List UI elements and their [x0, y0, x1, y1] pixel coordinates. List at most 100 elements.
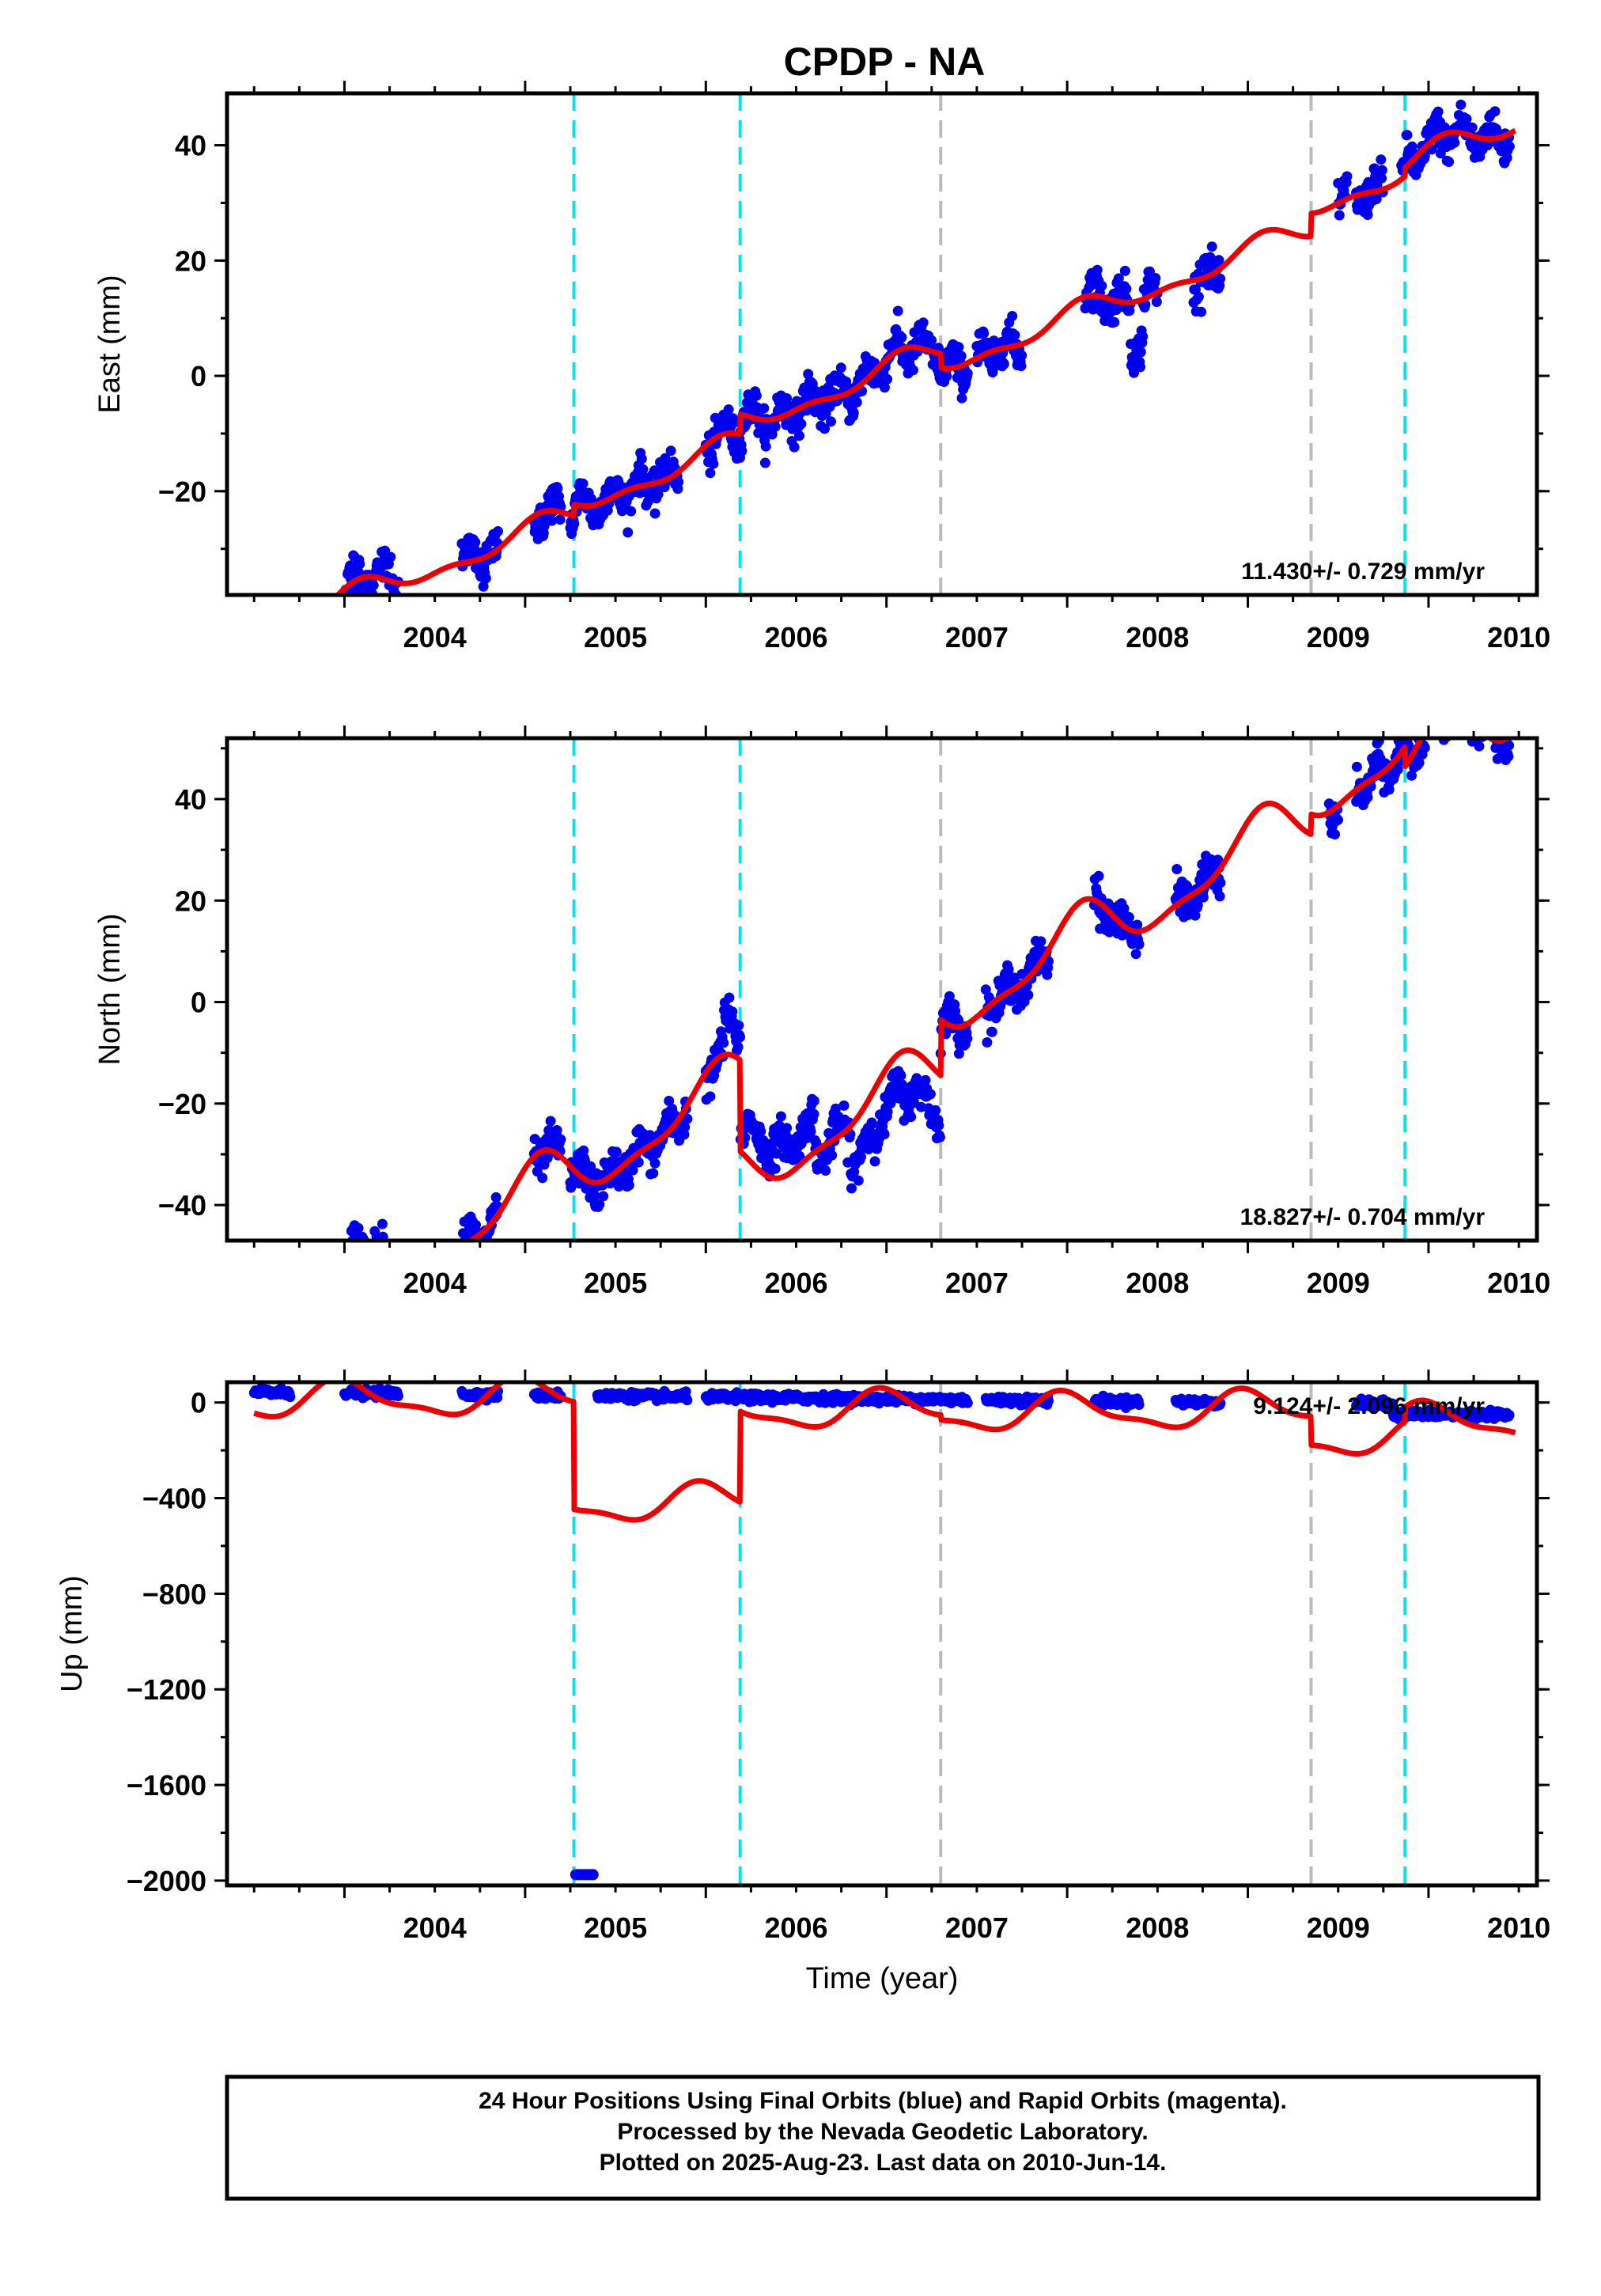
east-point: [291, 605, 301, 616]
up-point: [1504, 1410, 1515, 1420]
north-point: [271, 1326, 282, 1336]
north-point: [360, 1252, 370, 1262]
north-point: [1442, 716, 1452, 726]
east-point: [729, 418, 739, 428]
north-point: [1441, 711, 1451, 722]
east-point: [1467, 122, 1478, 133]
east-point: [259, 649, 270, 659]
north-point: [1465, 710, 1475, 720]
east-point: [1371, 194, 1382, 205]
north-point: [343, 1252, 354, 1263]
north-point: [664, 1096, 675, 1106]
up-y-tick-label: −2000: [127, 1865, 206, 1897]
north-point: [1433, 712, 1444, 722]
north-point: [360, 1257, 370, 1267]
east-point: [290, 604, 301, 615]
north-point: [1192, 900, 1203, 911]
footer-line-1: 24 Hour Positions Using Final Orbits (bl…: [479, 2088, 1287, 2114]
north-point: [253, 1356, 263, 1366]
north-point: [1448, 706, 1459, 716]
north-point: [1489, 726, 1500, 736]
up-y-tick-label: −1200: [127, 1673, 206, 1706]
north-point: [380, 1256, 391, 1266]
up-y-axis: −2000 −1600 −1200 −800 −400 0: [127, 1387, 1550, 1897]
east-point: [789, 441, 800, 453]
north-point: [1440, 717, 1450, 727]
footer-line-2: Processed by the Nevada Geodetic Laborat…: [617, 2119, 1148, 2145]
north-point: [250, 1366, 260, 1377]
north-point: [282, 1344, 292, 1354]
north-point: [1123, 911, 1134, 923]
east-point: [626, 506, 637, 517]
north-point: [364, 1252, 374, 1263]
north-point: [275, 1345, 286, 1355]
east-point: [1455, 99, 1467, 110]
north-point: [1461, 696, 1471, 707]
east-point: [271, 627, 282, 638]
north-point: [392, 1276, 403, 1286]
north-point: [933, 1120, 944, 1131]
north-point: [387, 1252, 397, 1262]
up-data-points: [248, 1382, 1515, 1881]
north-point: [930, 1104, 941, 1116]
east-point: [480, 573, 491, 584]
east-point: [273, 650, 283, 660]
north-point: [1440, 709, 1451, 719]
north-y-axis: −40 −20 0 20 40: [158, 747, 1550, 1222]
north-point: [1450, 707, 1460, 717]
east-point: [569, 518, 580, 529]
east-point: [1504, 141, 1515, 152]
north-point: [363, 1255, 373, 1265]
north-point: [649, 1157, 660, 1169]
north-point: [355, 1246, 365, 1256]
north-point: [555, 1134, 566, 1145]
east-point: [1119, 265, 1130, 276]
north-point: [361, 1252, 371, 1263]
north-panel: 2004 2005 2006 2007 2008 2009 2010 −40 −20 0 20 40 N…: [93, 690, 1550, 1377]
north-point: [1426, 706, 1436, 716]
east-point: [285, 639, 295, 650]
east-point: [882, 373, 893, 385]
north-point: [1463, 722, 1474, 733]
east-point: [1135, 362, 1145, 373]
north-point: [537, 1173, 548, 1184]
east-point: [270, 627, 280, 638]
north-point: [863, 1144, 874, 1154]
north-point: [365, 1265, 376, 1275]
north-point: [1457, 690, 1467, 700]
north-point: [388, 1276, 398, 1286]
north-point: [265, 1333, 275, 1343]
east-x-axis: 2004 2005 2006 2007 2008 2009 2010: [252, 81, 1550, 654]
north-point: [1464, 714, 1474, 724]
east-point: [649, 508, 660, 519]
north-point: [1484, 727, 1494, 737]
east-point: [281, 638, 291, 649]
north-point: [457, 1249, 467, 1260]
north-y-tick-label: 0: [191, 987, 206, 1019]
north-point: [385, 1247, 396, 1257]
north-point: [1455, 693, 1465, 703]
east-point: [1376, 172, 1387, 184]
east-point: [271, 638, 281, 648]
east-point: [851, 396, 862, 407]
north-y-axis-label: North (mm): [93, 913, 127, 1065]
east-point: [1135, 347, 1146, 358]
north-point: [278, 1343, 288, 1354]
north-point: [281, 1343, 291, 1353]
east-point: [770, 421, 781, 432]
north-model-curve: [464, 738, 1513, 1241]
north-point: [1482, 726, 1493, 737]
east-point: [926, 335, 937, 346]
north-point: [1215, 877, 1226, 888]
north-point: [1468, 721, 1478, 731]
east-point: [759, 403, 770, 414]
east-point: [1215, 273, 1226, 284]
up-point: [1387, 1398, 1398, 1409]
north-point: [389, 1287, 399, 1298]
north-frame: [225, 736, 1539, 1243]
east-point: [554, 514, 566, 525]
north-point: [705, 1091, 716, 1102]
north-point: [278, 1354, 289, 1365]
north-point: [578, 1145, 589, 1156]
north-point: [263, 1337, 273, 1347]
